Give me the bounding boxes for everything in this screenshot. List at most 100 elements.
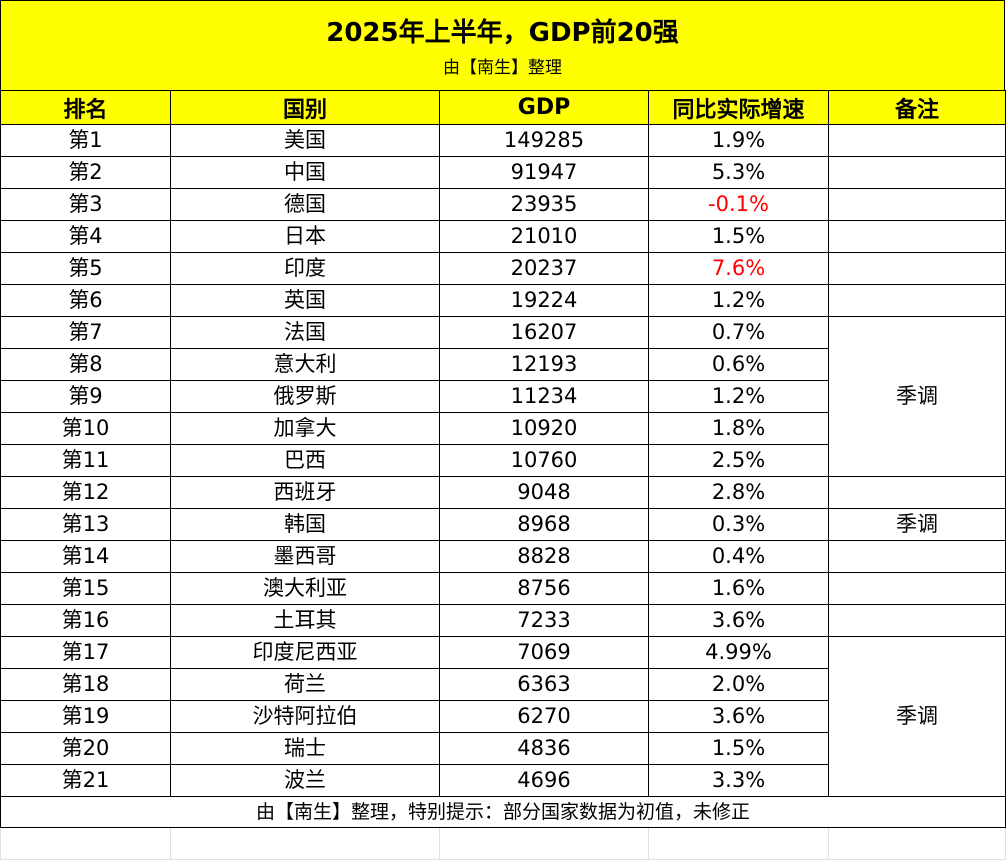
rank-cell[interactable]: 第15 (0, 572, 171, 605)
rank-cell[interactable]: 第4 (0, 220, 171, 253)
note-cell[interactable]: 季调 (828, 508, 1006, 541)
country-cell[interactable]: 德国 (170, 188, 440, 221)
rank-cell[interactable]: 第17 (0, 636, 171, 669)
empty-cell[interactable] (170, 827, 440, 860)
growth-cell[interactable]: 1.5% (648, 732, 829, 765)
gdp-cell[interactable]: 12193 (439, 348, 649, 381)
rank-cell[interactable]: 第10 (0, 412, 171, 445)
rank-cell[interactable]: 第6 (0, 284, 171, 317)
growth-cell[interactable]: 3.3% (648, 764, 829, 797)
gdp-cell[interactable]: 23935 (439, 188, 649, 221)
gdp-cell[interactable]: 7233 (439, 604, 649, 637)
note-cell[interactable] (828, 284, 1006, 317)
country-cell[interactable]: 印度 (170, 252, 440, 285)
country-cell[interactable]: 意大利 (170, 348, 440, 381)
growth-cell[interactable]: 0.7% (648, 316, 829, 349)
gdp-cell[interactable]: 19224 (439, 284, 649, 317)
rank-cell[interactable]: 第7 (0, 316, 171, 349)
rank-cell[interactable]: 第21 (0, 764, 171, 797)
gdp-cell[interactable]: 8756 (439, 572, 649, 605)
country-cell[interactable]: 美国 (170, 124, 440, 157)
growth-cell[interactable]: 0.3% (648, 508, 829, 541)
header-country[interactable]: 国别 (170, 90, 440, 125)
rank-cell[interactable]: 第1 (0, 124, 171, 157)
rank-cell[interactable]: 第16 (0, 604, 171, 637)
rank-cell[interactable]: 第2 (0, 156, 171, 189)
country-cell[interactable]: 墨西哥 (170, 540, 440, 573)
growth-cell[interactable]: 2.5% (648, 444, 829, 477)
rank-cell[interactable]: 第18 (0, 668, 171, 701)
growth-cell[interactable]: 1.6% (648, 572, 829, 605)
gdp-cell[interactable]: 20237 (439, 252, 649, 285)
rank-cell[interactable]: 第12 (0, 476, 171, 509)
header-note[interactable]: 备注 (828, 90, 1006, 125)
note-cell[interactable]: 季调 (828, 316, 1006, 477)
empty-cell[interactable] (828, 827, 1006, 860)
gdp-cell[interactable]: 9048 (439, 476, 649, 509)
growth-cell[interactable]: 5.3% (648, 156, 829, 189)
country-cell[interactable]: 印度尼西亚 (170, 636, 440, 669)
growth-cell[interactable]: -0.1% (648, 188, 829, 221)
country-cell[interactable]: 俄罗斯 (170, 380, 440, 413)
header-gdp[interactable]: GDP (439, 90, 649, 125)
gdp-cell[interactable]: 4836 (439, 732, 649, 765)
note-cell[interactable] (828, 572, 1006, 605)
country-cell[interactable]: 波兰 (170, 764, 440, 797)
note-cell[interactable] (828, 604, 1006, 637)
note-cell[interactable] (828, 252, 1006, 285)
growth-cell[interactable]: 7.6% (648, 252, 829, 285)
gdp-cell[interactable]: 6363 (439, 668, 649, 701)
country-cell[interactable]: 中国 (170, 156, 440, 189)
growth-cell[interactable]: 1.9% (648, 124, 829, 157)
note-cell[interactable] (828, 124, 1006, 157)
gdp-cell[interactable]: 11234 (439, 380, 649, 413)
country-cell[interactable]: 土耳其 (170, 604, 440, 637)
country-cell[interactable]: 法国 (170, 316, 440, 349)
gdp-cell[interactable]: 10920 (439, 412, 649, 445)
rank-cell[interactable]: 第9 (0, 380, 171, 413)
rank-cell[interactable]: 第19 (0, 700, 171, 733)
gdp-cell[interactable]: 91947 (439, 156, 649, 189)
note-cell[interactable] (828, 156, 1006, 189)
country-cell[interactable]: 巴西 (170, 444, 440, 477)
growth-cell[interactable]: 2.0% (648, 668, 829, 701)
growth-cell[interactable]: 2.8% (648, 476, 829, 509)
growth-cell[interactable]: 3.6% (648, 604, 829, 637)
note-cell[interactable] (828, 220, 1006, 253)
country-cell[interactable]: 沙特阿拉伯 (170, 700, 440, 733)
country-cell[interactable]: 加拿大 (170, 412, 440, 445)
growth-cell[interactable]: 3.6% (648, 700, 829, 733)
country-cell[interactable]: 英国 (170, 284, 440, 317)
country-cell[interactable]: 西班牙 (170, 476, 440, 509)
country-cell[interactable]: 澳大利亚 (170, 572, 440, 605)
rank-cell[interactable]: 第14 (0, 540, 171, 573)
gdp-cell[interactable]: 4696 (439, 764, 649, 797)
empty-cell[interactable] (439, 827, 649, 860)
note-cell[interactable]: 季调 (828, 636, 1006, 797)
country-cell[interactable]: 荷兰 (170, 668, 440, 701)
note-cell[interactable] (828, 540, 1006, 573)
rank-cell[interactable]: 第11 (0, 444, 171, 477)
rank-cell[interactable]: 第5 (0, 252, 171, 285)
country-cell[interactable]: 日本 (170, 220, 440, 253)
rank-cell[interactable]: 第13 (0, 508, 171, 541)
rank-cell[interactable]: 第3 (0, 188, 171, 221)
growth-cell[interactable]: 1.5% (648, 220, 829, 253)
growth-cell[interactable]: 0.4% (648, 540, 829, 573)
note-cell[interactable] (828, 476, 1006, 509)
growth-cell[interactable]: 1.2% (648, 380, 829, 413)
rank-cell[interactable]: 第8 (0, 348, 171, 381)
gdp-cell[interactable]: 7069 (439, 636, 649, 669)
gdp-cell[interactable]: 8828 (439, 540, 649, 573)
header-rank[interactable]: 排名 (0, 90, 171, 125)
country-cell[interactable]: 韩国 (170, 508, 440, 541)
growth-cell[interactable]: 0.6% (648, 348, 829, 381)
gdp-cell[interactable]: 21010 (439, 220, 649, 253)
growth-cell[interactable]: 4.99% (648, 636, 829, 669)
footer-note[interactable]: 由【南生】整理，特别提示：部分国家数据为初值，未修正 (0, 796, 1006, 828)
country-cell[interactable]: 瑞士 (170, 732, 440, 765)
gdp-cell[interactable]: 6270 (439, 700, 649, 733)
empty-cell[interactable] (0, 827, 171, 860)
gdp-cell[interactable]: 10760 (439, 444, 649, 477)
growth-cell[interactable]: 1.2% (648, 284, 829, 317)
